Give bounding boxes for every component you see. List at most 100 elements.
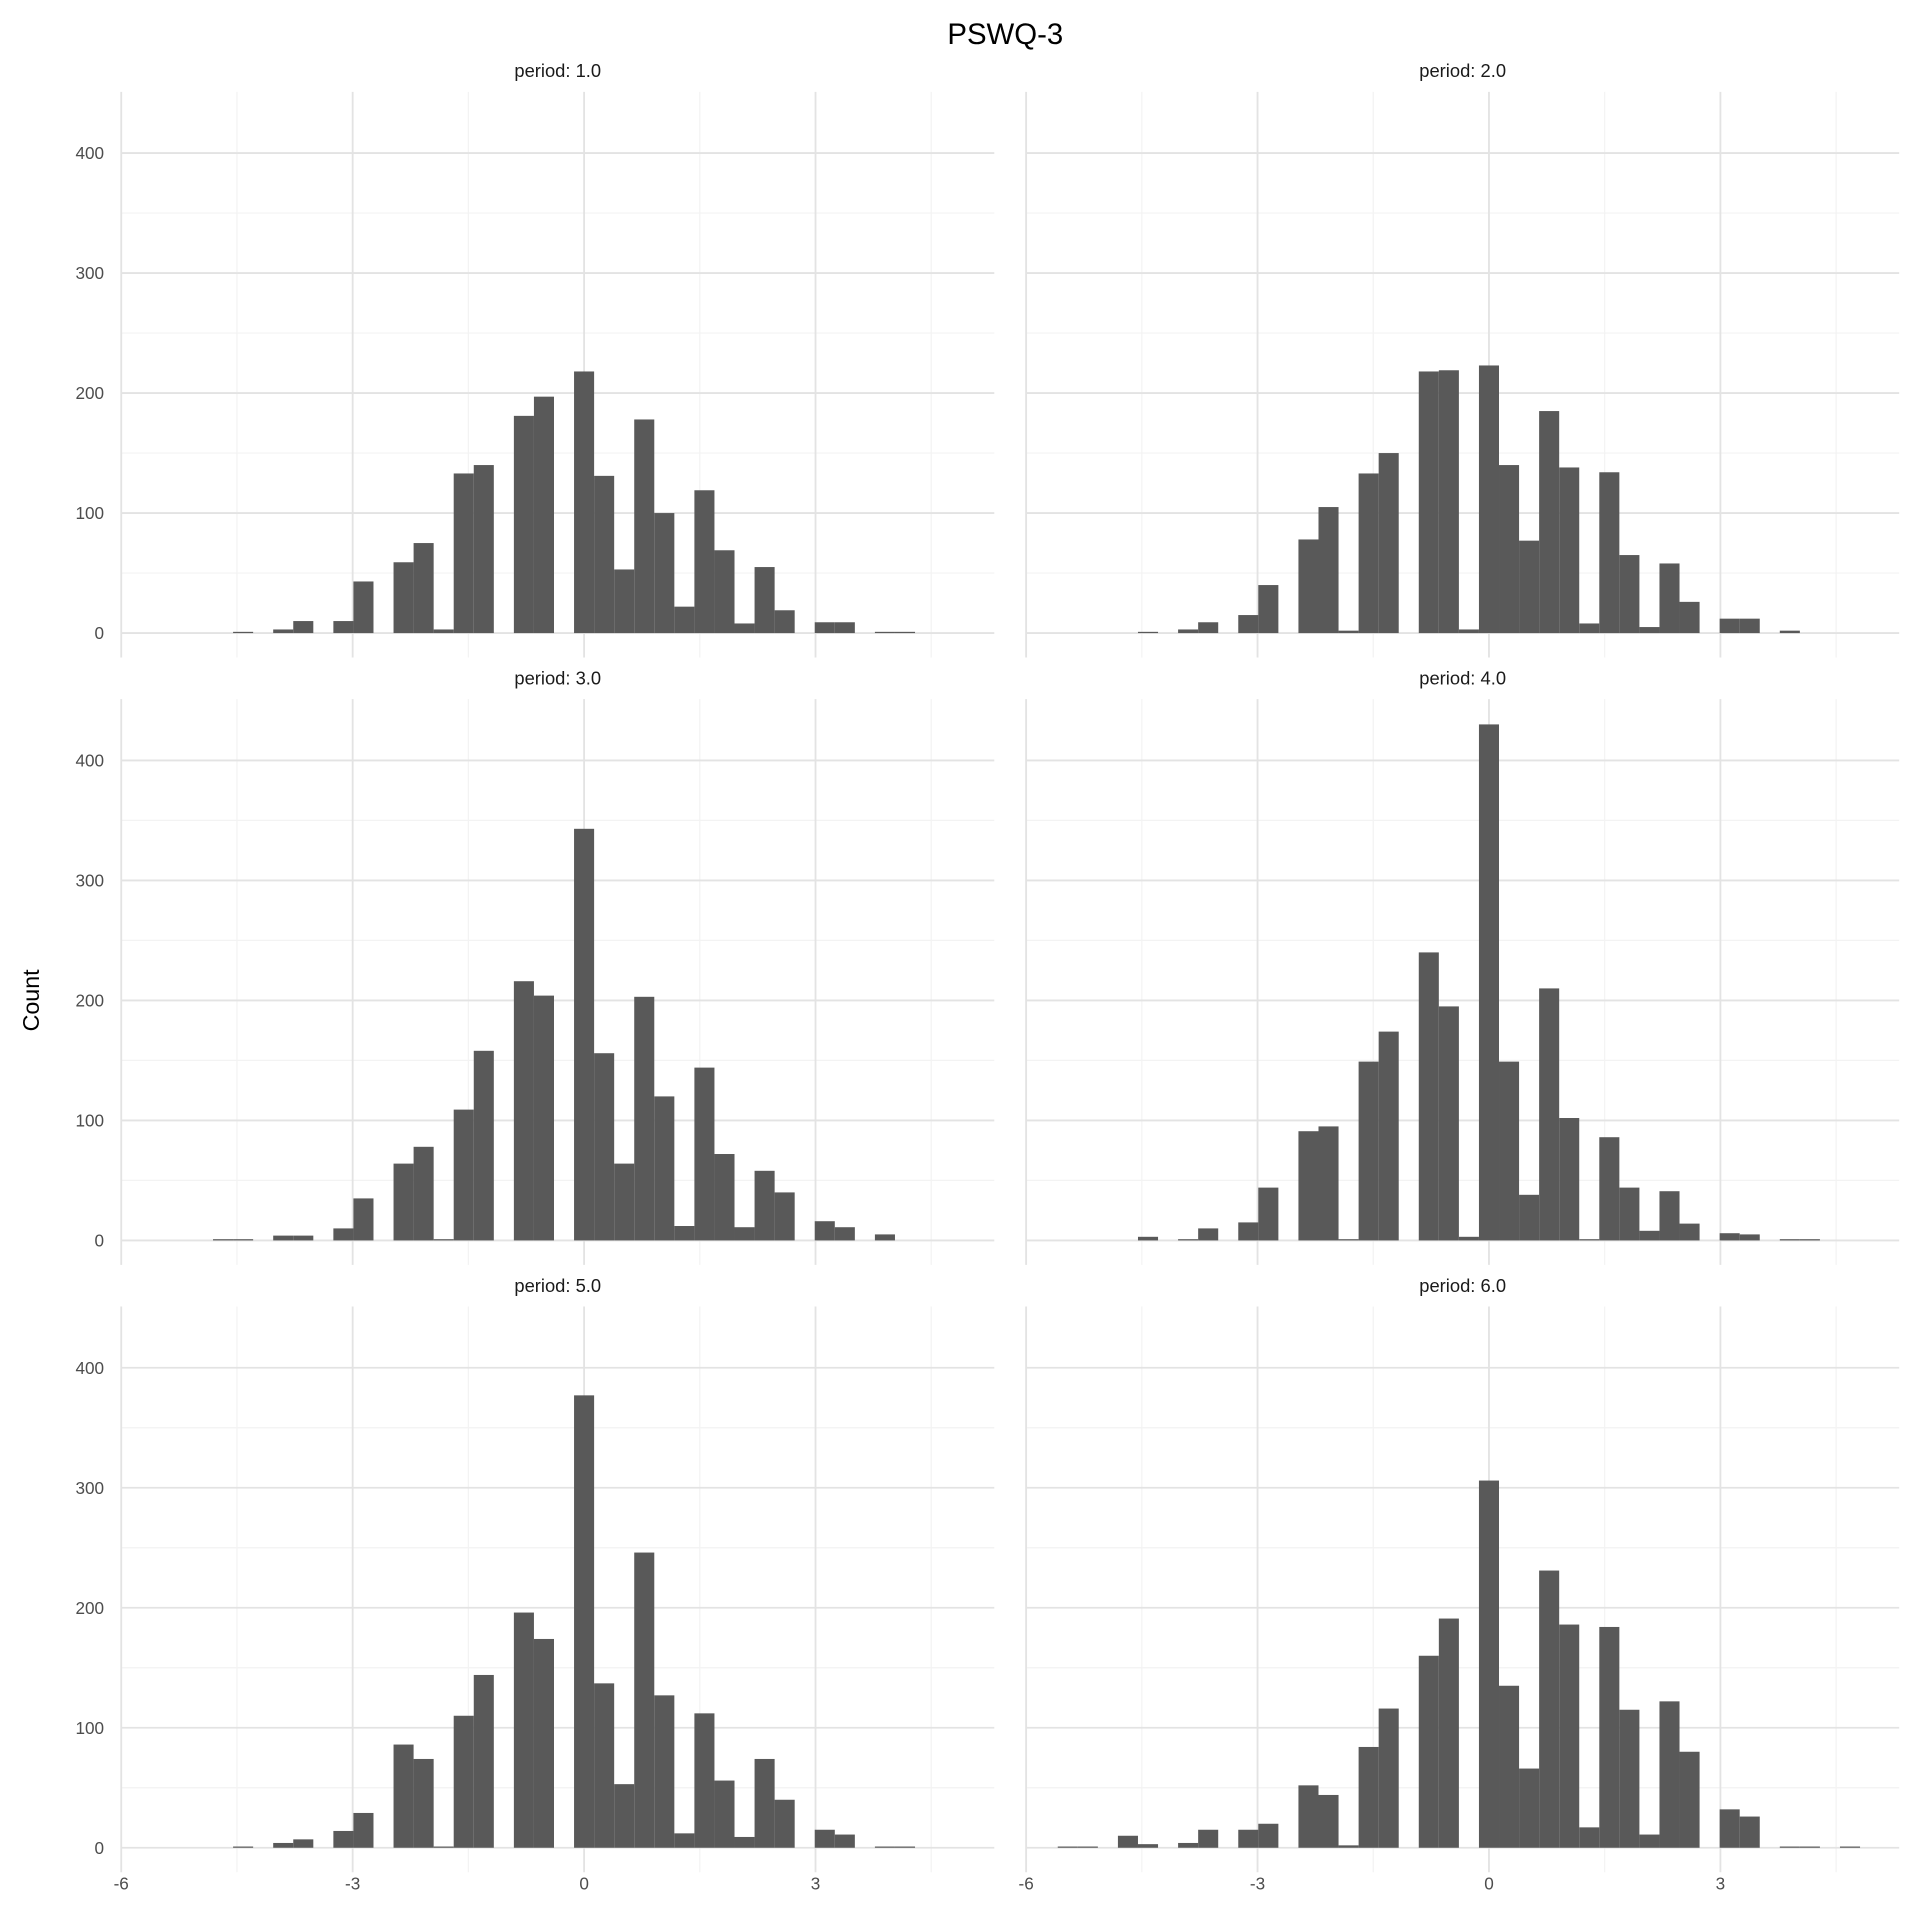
histogram-bar [1719, 1233, 1740, 1241]
histogram-bar [1298, 1131, 1319, 1241]
y-tick-label: 400 [76, 143, 105, 163]
histogram-bar [1318, 507, 1339, 634]
histogram-bar [1198, 622, 1219, 634]
histogram-bar [1779, 630, 1800, 634]
histogram-bar [754, 1170, 775, 1241]
histogram-bar [1839, 1846, 1861, 1848]
histogram-bar [1579, 1239, 1600, 1241]
histogram-bar [1358, 1746, 1379, 1848]
facet-strip-label: period: 4.0 [1419, 667, 1506, 688]
histogram-bar [453, 1109, 474, 1241]
histogram-bar [674, 1226, 695, 1241]
histogram-bar [1639, 627, 1660, 634]
histogram-bar [1478, 724, 1500, 1241]
histogram-bar [1178, 1842, 1199, 1848]
x-tick-label: -6 [1019, 1873, 1034, 1893]
y-tick-label: 400 [76, 1358, 105, 1378]
histogram-bar [1719, 1809, 1740, 1848]
histogram-bar [1338, 1239, 1359, 1241]
histogram-bar [1679, 1751, 1700, 1848]
histogram-bar [1198, 1228, 1219, 1241]
facet-strip-label: period: 6.0 [1419, 1275, 1506, 1296]
histogram-bar [353, 581, 374, 634]
histogram-bar [874, 1846, 895, 1848]
histogram-bar [1679, 1223, 1700, 1241]
histogram-bar [834, 1834, 855, 1848]
x-tick-label: 3 [1716, 1873, 1726, 1893]
histogram-bar [393, 562, 414, 634]
y-tick-label: 0 [95, 1838, 105, 1858]
histogram-bar [1378, 1031, 1399, 1241]
facet-strip-label: period: 1.0 [514, 60, 601, 81]
histogram-bar [1298, 1785, 1319, 1848]
histogram-bar [1198, 1829, 1219, 1848]
histogram-bar [834, 622, 855, 634]
histogram-bar [894, 631, 916, 634]
y-tick-label: 400 [76, 751, 105, 771]
histogram-bar [634, 419, 655, 634]
histogram-bar [1679, 601, 1700, 634]
histogram-bar [1298, 539, 1319, 634]
histogram-bar [1619, 1709, 1640, 1848]
histogram-bar [1478, 1480, 1500, 1848]
y-tick-label: 0 [95, 1231, 105, 1251]
histogram-bar [1619, 1187, 1640, 1241]
histogram-bar [1137, 1844, 1159, 1848]
histogram-bar [874, 1234, 895, 1241]
histogram-bar [1559, 467, 1580, 634]
histogram-bar [1418, 1655, 1439, 1848]
histogram-bar [814, 1829, 835, 1848]
histogram-bar [654, 1695, 675, 1848]
histogram-bar [734, 1227, 755, 1241]
histogram-bar [213, 1239, 234, 1241]
histogram-bar [754, 1758, 775, 1848]
histogram-bar [1739, 1816, 1760, 1848]
histogram-bar [333, 1830, 354, 1848]
histogram-bar [1137, 631, 1159, 634]
facet-strip-label: period: 2.0 [1419, 60, 1506, 81]
histogram-bar [674, 606, 695, 634]
histogram-bar [1077, 1846, 1098, 1848]
histogram-bar [353, 1198, 374, 1241]
histogram-bar [293, 621, 314, 634]
histogram-bar [714, 1154, 735, 1241]
histogram-bar [453, 473, 474, 634]
histogram-bar [1378, 1708, 1399, 1848]
histogram-bar [1599, 472, 1620, 634]
histogram-bar [1418, 371, 1439, 634]
histogram-bar [273, 1235, 294, 1241]
histogram-bar [654, 1096, 675, 1241]
histogram-bar [574, 828, 595, 1241]
histogram-bar [1258, 1823, 1279, 1848]
histogram-bar [754, 567, 775, 634]
x-tick-label: 3 [811, 1873, 821, 1893]
histogram-bar [1499, 1061, 1520, 1241]
facet-panel-1: period: 1.0 0 100 200 300 400 [76, 60, 995, 658]
histogram-bar [1378, 453, 1399, 634]
histogram-bar [473, 1050, 494, 1241]
histogram-bar [1318, 1794, 1339, 1848]
y-tick-label: 100 [76, 1111, 105, 1131]
histogram-bar [233, 1846, 254, 1848]
histogram-bar [1599, 1626, 1620, 1848]
x-tick-label: -3 [345, 1873, 360, 1893]
histogram-bar [1639, 1230, 1660, 1241]
histogram-bar [634, 996, 655, 1241]
histogram-bar [1779, 1846, 1800, 1848]
histogram-bar [473, 1674, 494, 1848]
histogram-bar [1519, 540, 1540, 634]
histogram-bar [674, 1833, 695, 1848]
histogram-bar [1338, 630, 1359, 634]
histogram-bar [413, 1758, 434, 1848]
histogram-bar [333, 1228, 354, 1241]
histogram-bar [574, 1395, 595, 1848]
histogram-bar [433, 1239, 454, 1241]
histogram-bar [1358, 473, 1379, 634]
histogram-bar [513, 415, 534, 634]
histogram-bar [333, 621, 354, 634]
histogram-bar [1438, 1618, 1459, 1848]
histogram-bar [1739, 618, 1760, 634]
histogram-bar [1599, 1137, 1620, 1241]
histogram-bar [1799, 1846, 1820, 1848]
histogram-bar [1458, 1236, 1479, 1241]
